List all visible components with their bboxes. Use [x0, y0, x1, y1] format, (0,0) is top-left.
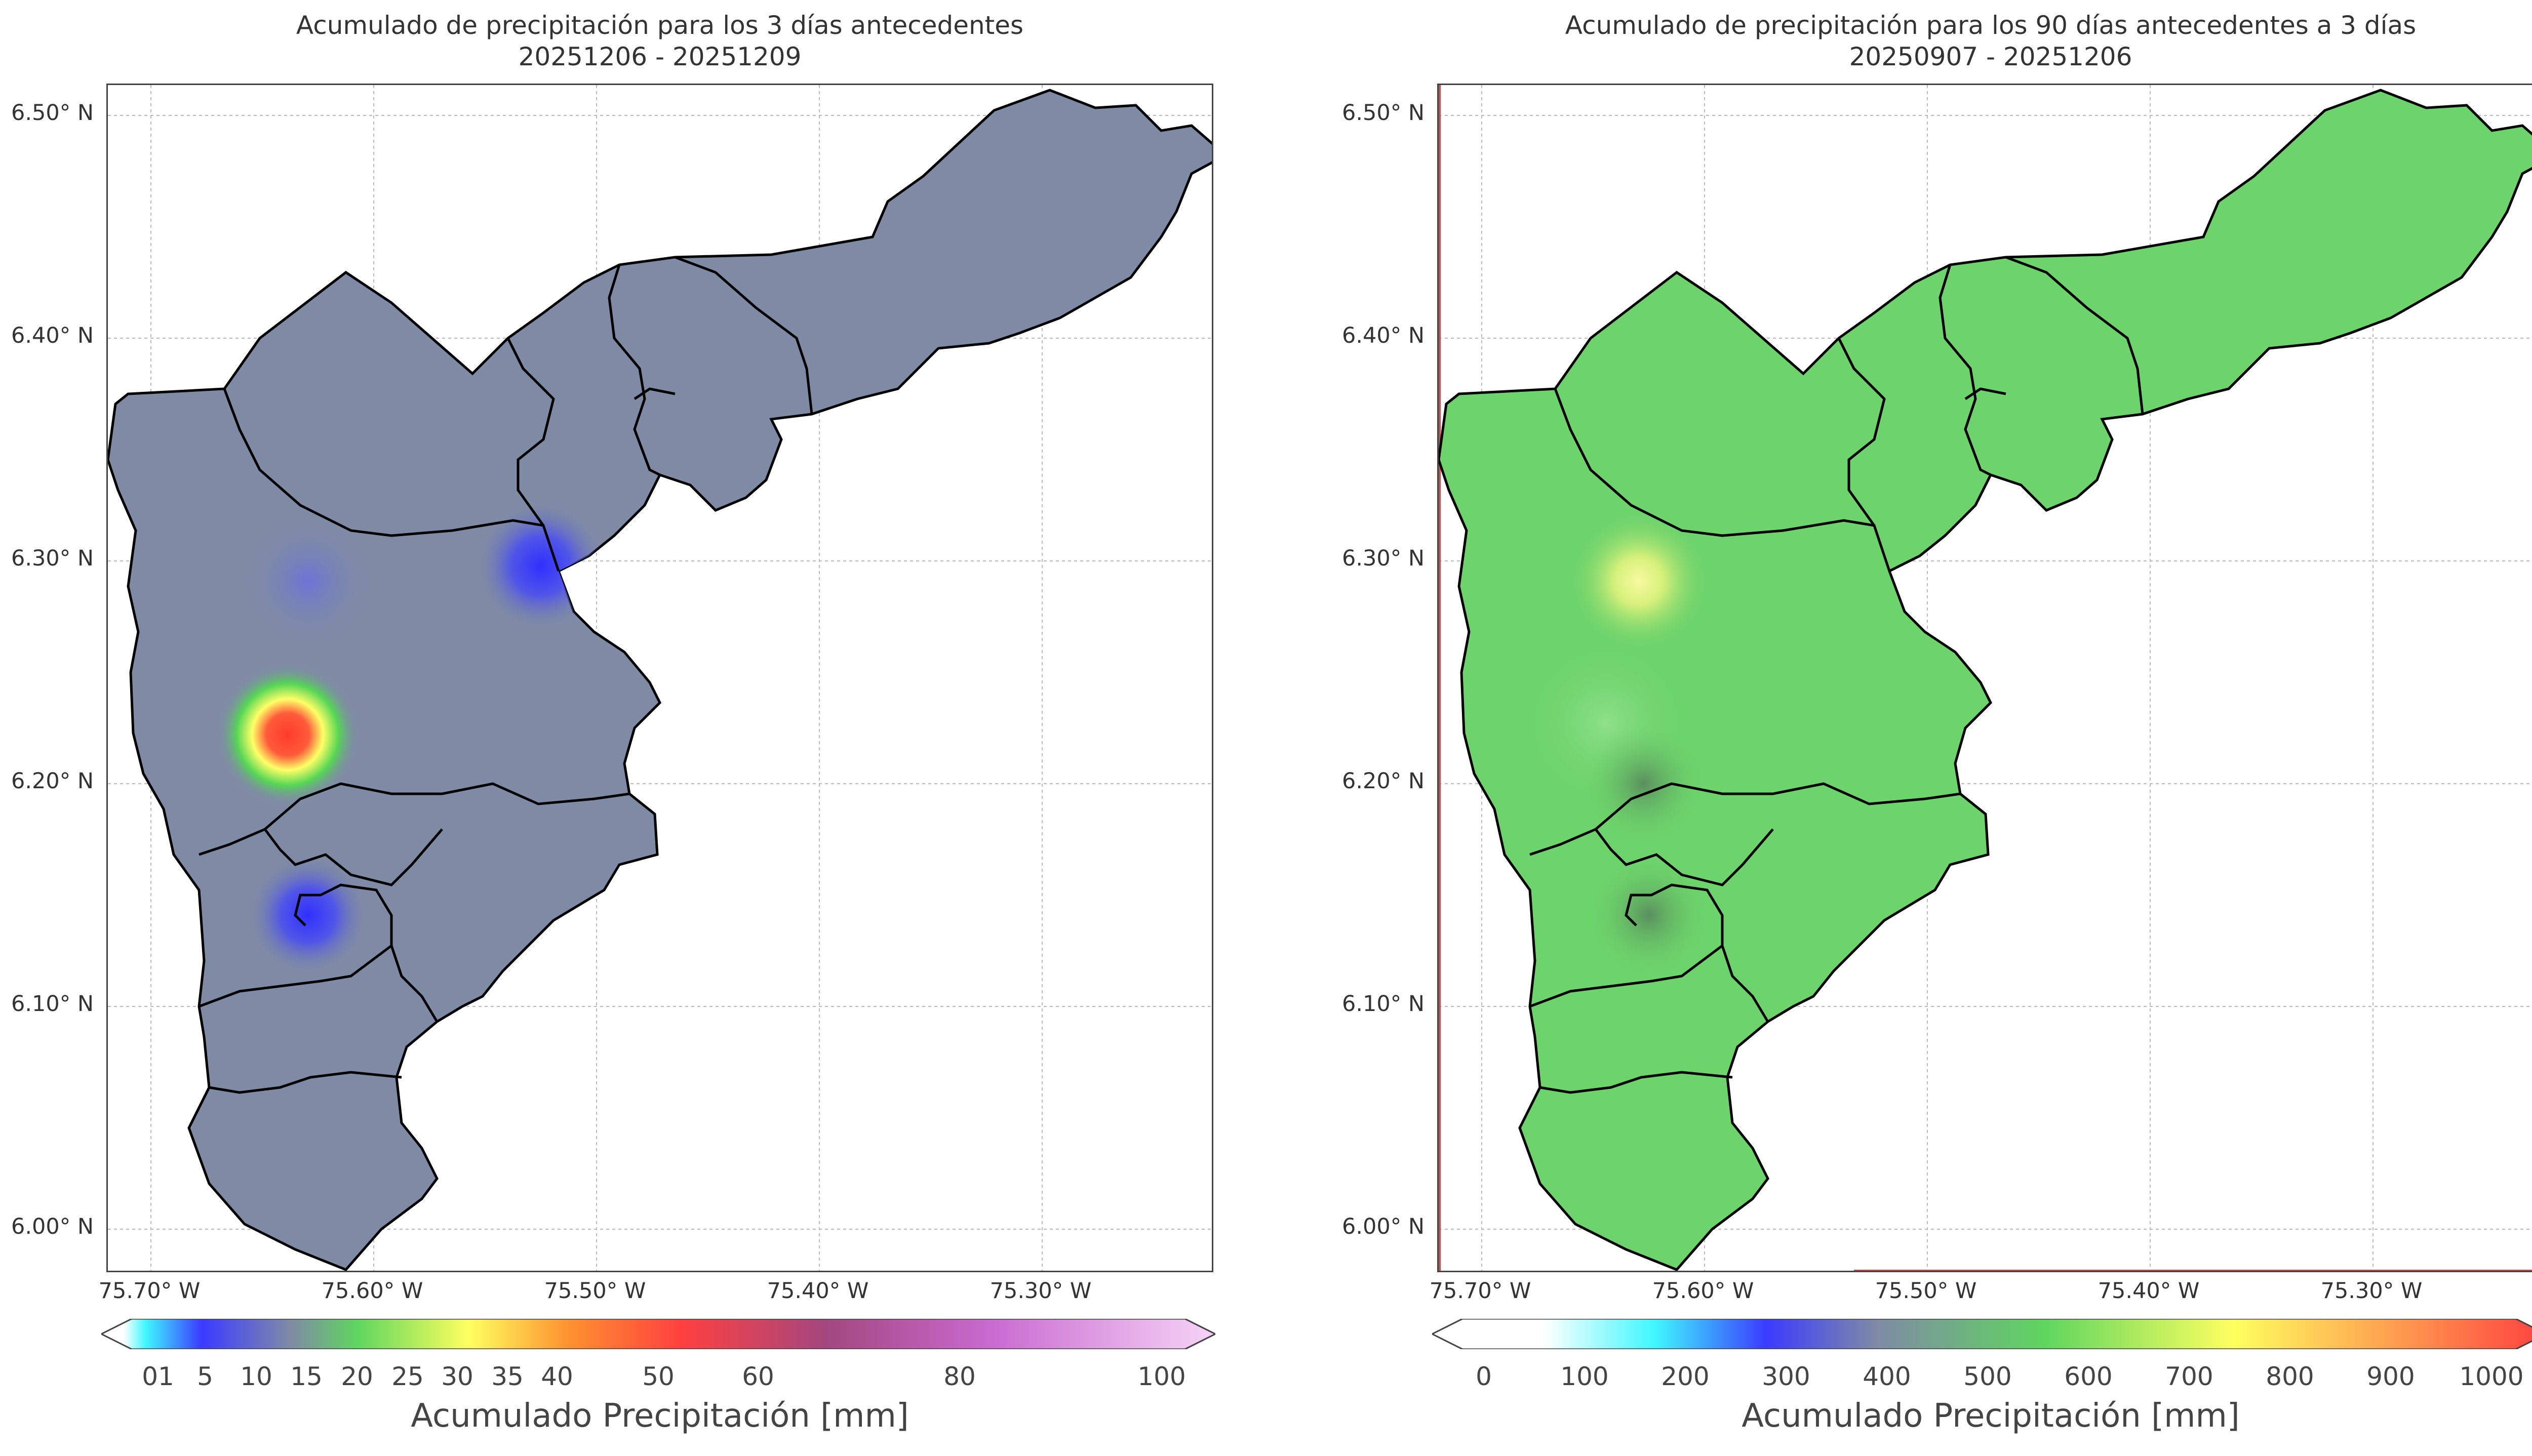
- left-precip-blobs: [217, 500, 607, 976]
- right-map-area: [1437, 84, 2532, 1272]
- left-colorbar-ticks: 01 5 10 15 20 25 30 35 40 50 60 80 100: [0, 1362, 1225, 1392]
- right-precip-blobs: [1520, 510, 1710, 976]
- left-map-svg: [108, 85, 1212, 1271]
- right-ctick-3: 300: [1762, 1362, 1810, 1391]
- left-ctick-0: 01: [142, 1362, 174, 1391]
- right-ctick-0: 0: [1476, 1362, 1492, 1391]
- precip-blob-west: [242, 515, 374, 647]
- right-xtick-7570: 75.70° W: [1429, 1278, 1531, 1304]
- left-xtick-7540: 75.40° W: [767, 1278, 869, 1304]
- right-ytick-610: 6.10° N: [1342, 991, 1425, 1017]
- right-ctick-5: 500: [1963, 1362, 2012, 1391]
- right-colorbar: [1432, 1319, 2532, 1349]
- right-ctick-6: 600: [2064, 1362, 2113, 1391]
- left-ctick-10: 60: [742, 1362, 774, 1391]
- right-xtick-7550: 75.50° W: [1875, 1278, 1977, 1304]
- right-ctick-8: 800: [2266, 1362, 2314, 1391]
- right-map-date-range: 20250907 - 20251206: [1849, 42, 2132, 71]
- left-ytick-640: 6.40° N: [11, 323, 94, 348]
- left-xtick-7550: 75.50° W: [544, 1278, 646, 1304]
- right-ctick-1: 100: [1560, 1362, 1609, 1391]
- left-ctick-8: 40: [541, 1362, 573, 1391]
- left-ctick-3: 15: [290, 1362, 323, 1391]
- right-colorbar-label: Acumulado Precipitación [mm]: [1742, 1397, 2240, 1435]
- left-xtick-7560: 75.60° W: [321, 1278, 423, 1304]
- left-subbasin-boundaries: [199, 256, 813, 1094]
- right-ytick-630: 6.30° N: [1342, 546, 1425, 571]
- left-colorbar-label: Acumulado Precipitación [mm]: [411, 1397, 909, 1435]
- right-map-svg: [1439, 85, 2532, 1271]
- left-xtick-7530: 75.30° W: [990, 1278, 1092, 1304]
- left-ytick-630: 6.30° N: [11, 546, 94, 571]
- left-ctick-6: 30: [441, 1362, 473, 1391]
- right-ctick-9: 900: [2366, 1362, 2415, 1391]
- right-ctick-4: 400: [1863, 1362, 1911, 1391]
- right-map-panel: Acumulado de precipitación para los 90 d…: [1331, 0, 2532, 1456]
- right-ytick-650: 6.50° N: [1342, 100, 1425, 126]
- left-ytick-620: 6.20° N: [11, 769, 94, 794]
- right-ytick-620: 6.20° N: [1342, 769, 1425, 794]
- right-ctick-2: 200: [1661, 1362, 1710, 1391]
- right-xtick-7540: 75.40° W: [2098, 1278, 2200, 1304]
- left-map-area: [106, 84, 1213, 1272]
- left-ctick-4: 20: [341, 1362, 373, 1391]
- right-ctick-10: 1000: [2459, 1362, 2524, 1391]
- left-map-panel: Acumulado de precipitación para los 3 dí…: [0, 0, 1215, 1456]
- left-ytick-600: 6.00° N: [11, 1214, 94, 1239]
- left-map-title: Acumulado de precipitación para los 3 dí…: [296, 11, 1024, 40]
- left-ctick-2: 10: [240, 1362, 272, 1391]
- left-ctick-5: 25: [391, 1362, 424, 1391]
- right-map-title: Acumulado de precipitación para los 90 d…: [1565, 11, 2417, 40]
- left-ytick-610: 6.10° N: [11, 991, 94, 1017]
- left-ctick-7: 35: [491, 1362, 524, 1391]
- right-ctick-7: 700: [2165, 1362, 2213, 1391]
- right-xtick-7560: 75.60° W: [1652, 1278, 1754, 1304]
- precip-blob-dark-2: [1588, 855, 1710, 976]
- right-ytick-600: 6.00° N: [1342, 1214, 1425, 1239]
- precip-max-hotspot-90d: [1568, 510, 1710, 652]
- left-ytick-650: 6.50° N: [11, 100, 94, 126]
- right-subbasin-boundaries: [1529, 256, 2144, 1094]
- left-ctick-11: 80: [943, 1362, 976, 1391]
- right-colorbar-ticks: 0 100 200 300 400 500 600 700 800 900 10…: [1331, 1362, 2532, 1392]
- precip-max-hotspot: [217, 664, 359, 805]
- left-ctick-9: 50: [642, 1362, 675, 1391]
- left-ctick-1: 5: [197, 1362, 213, 1391]
- right-xtick-7530: 75.30° W: [2320, 1278, 2423, 1304]
- right-ytick-640: 6.40° N: [1342, 323, 1425, 348]
- precip-blob-dark-1: [1583, 723, 1705, 844]
- left-ctick-12: 100: [1137, 1362, 1186, 1391]
- left-map-date-range: 20251206 - 20251209: [518, 42, 802, 71]
- right-region-fill: [1439, 89, 2532, 1271]
- left-xtick-7570: 75.70° W: [98, 1278, 201, 1304]
- left-colorbar: [101, 1319, 1215, 1349]
